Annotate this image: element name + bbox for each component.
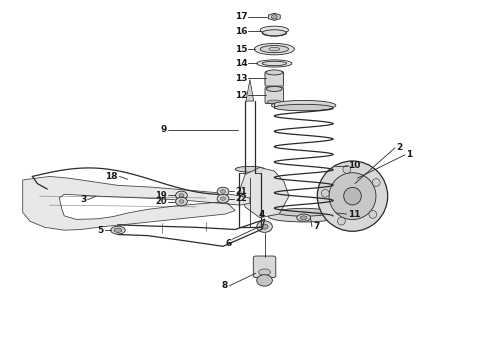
Text: 19: 19 — [155, 191, 167, 200]
Ellipse shape — [300, 216, 307, 220]
Text: 16: 16 — [235, 27, 247, 36]
Text: 10: 10 — [347, 161, 360, 170]
Text: 15: 15 — [235, 45, 247, 54]
Text: 17: 17 — [235, 12, 247, 21]
Text: 3: 3 — [80, 195, 86, 204]
Ellipse shape — [259, 269, 270, 275]
Ellipse shape — [269, 211, 339, 222]
Ellipse shape — [321, 189, 329, 197]
Ellipse shape — [267, 86, 282, 91]
Text: 2: 2 — [396, 143, 403, 152]
Ellipse shape — [254, 43, 294, 55]
Text: 11: 11 — [347, 210, 360, 219]
Circle shape — [261, 224, 268, 229]
Ellipse shape — [114, 228, 122, 232]
Text: 14: 14 — [235, 59, 247, 68]
Ellipse shape — [265, 79, 284, 86]
Ellipse shape — [343, 166, 351, 173]
FancyBboxPatch shape — [265, 87, 284, 104]
Ellipse shape — [262, 61, 287, 66]
Circle shape — [257, 221, 272, 232]
Ellipse shape — [257, 60, 292, 67]
Ellipse shape — [260, 26, 289, 34]
Text: 21: 21 — [235, 187, 247, 196]
Ellipse shape — [343, 187, 361, 205]
Text: 13: 13 — [235, 74, 247, 83]
Circle shape — [257, 275, 272, 286]
Circle shape — [217, 194, 229, 203]
Text: 4: 4 — [259, 211, 265, 220]
Circle shape — [175, 191, 187, 200]
Text: 5: 5 — [97, 226, 103, 235]
Ellipse shape — [265, 76, 284, 83]
Ellipse shape — [260, 45, 289, 53]
Polygon shape — [269, 13, 280, 21]
Ellipse shape — [269, 47, 280, 51]
Ellipse shape — [271, 100, 336, 111]
Circle shape — [217, 187, 229, 196]
Ellipse shape — [318, 161, 388, 231]
Circle shape — [175, 197, 187, 206]
Ellipse shape — [267, 100, 282, 104]
Circle shape — [271, 15, 277, 19]
Text: 12: 12 — [235, 91, 247, 100]
Ellipse shape — [266, 70, 283, 75]
Text: 7: 7 — [314, 222, 320, 231]
Ellipse shape — [111, 226, 125, 234]
Circle shape — [220, 197, 225, 201]
Text: 6: 6 — [225, 239, 231, 248]
Ellipse shape — [262, 30, 287, 36]
Ellipse shape — [372, 179, 380, 186]
Text: 20: 20 — [155, 197, 167, 206]
Text: 8: 8 — [221, 281, 228, 290]
Ellipse shape — [329, 173, 376, 220]
Text: 1: 1 — [406, 150, 413, 159]
Ellipse shape — [265, 71, 284, 78]
Polygon shape — [240, 167, 289, 218]
Polygon shape — [23, 176, 250, 230]
FancyBboxPatch shape — [253, 256, 276, 278]
FancyBboxPatch shape — [265, 72, 284, 86]
Ellipse shape — [297, 214, 311, 221]
Polygon shape — [246, 80, 254, 101]
Text: 9: 9 — [160, 125, 167, 134]
Ellipse shape — [274, 104, 333, 111]
Ellipse shape — [277, 208, 330, 216]
Text: 18: 18 — [105, 172, 118, 181]
Ellipse shape — [369, 211, 377, 218]
Circle shape — [220, 190, 225, 193]
Circle shape — [179, 194, 184, 197]
Ellipse shape — [235, 166, 265, 172]
Circle shape — [179, 200, 184, 203]
Ellipse shape — [338, 217, 345, 225]
Text: 22: 22 — [235, 194, 247, 203]
